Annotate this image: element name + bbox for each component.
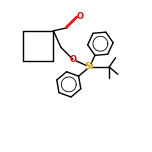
Text: O: O — [69, 55, 76, 64]
Text: Si: Si — [85, 62, 94, 71]
Text: O: O — [76, 12, 83, 21]
